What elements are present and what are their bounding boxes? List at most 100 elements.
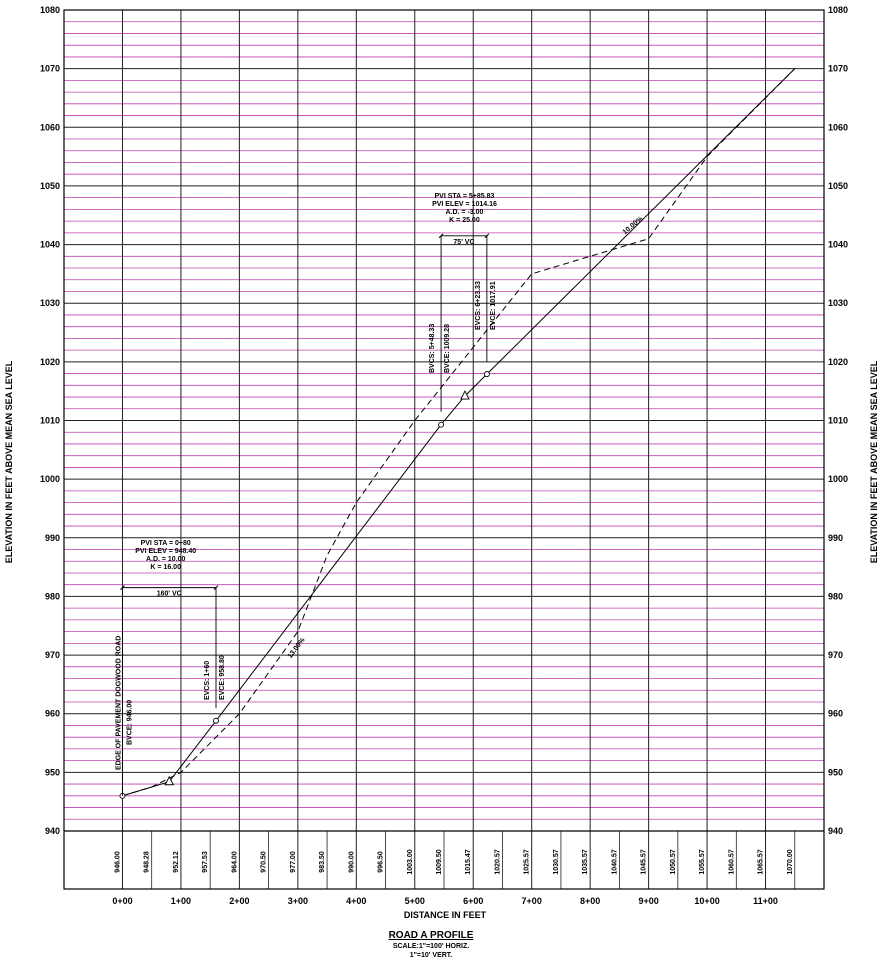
y-axis-right: 940 950 960 970 980 990 1000 1010 1020 1030 1040 10… bbox=[828, 5, 848, 836]
station-elevation-table: 946.00 948.28 952.12 957.53 964.00 970.50 977.… bbox=[114, 849, 793, 874]
y-tick-label: 1050 bbox=[40, 181, 60, 191]
vc-length-label: 160' VC bbox=[157, 591, 182, 598]
y-tick-label: 1030 bbox=[828, 298, 848, 308]
y-tick-label: 990 bbox=[45, 533, 60, 543]
station-elevation: 1040.57 bbox=[611, 849, 618, 874]
y-tick-label: 1050 bbox=[828, 181, 848, 191]
y-tick-label: 1020 bbox=[40, 357, 60, 367]
plot-border bbox=[64, 10, 824, 889]
y-tick-label: 960 bbox=[828, 709, 843, 719]
y-tick-label: 1010 bbox=[40, 416, 60, 426]
curve-station-label: BVCS: 5+48.33 bbox=[429, 324, 436, 373]
y-tick-label: 1060 bbox=[828, 122, 848, 132]
x-tick-label: 6+00 bbox=[463, 896, 483, 906]
y-tick-label: 1030 bbox=[40, 298, 60, 308]
x-tick-label: 1+00 bbox=[171, 896, 191, 906]
station-elevation: 1030.57 bbox=[553, 849, 560, 874]
x-tick-label: 8+00 bbox=[580, 896, 600, 906]
pvi-triangle-marker bbox=[461, 391, 469, 399]
pvi-annotation-line: PVI STA = 5+85.83 bbox=[434, 193, 494, 200]
station-elevation: 977.00 bbox=[290, 851, 297, 873]
station-elevation: 948.28 bbox=[144, 851, 151, 873]
curve-station-label: BVCE: 946.00 bbox=[126, 700, 133, 745]
pvi-annotation-line: PVI ELEV = 1014.16 bbox=[432, 201, 497, 208]
x-tick-label: 3+00 bbox=[288, 896, 308, 906]
curve-station-label: EVCS: 1+60 bbox=[204, 661, 211, 700]
station-elevation: 1003.00 bbox=[407, 849, 414, 874]
pvi-annotation-line: PVI ELEV = 948.40 bbox=[135, 548, 196, 555]
station-elevation: 1050.57 bbox=[670, 849, 677, 874]
y-tick-label: 950 bbox=[828, 767, 843, 777]
y-tick-label: 950 bbox=[45, 767, 60, 777]
y-axis-label-right: ELEVATION IN FEET ABOVE MEAN SEA LEVEL bbox=[869, 360, 879, 563]
pvi-annotation-line: K = 25.00 bbox=[449, 217, 480, 224]
y-tick-label: 1060 bbox=[40, 122, 60, 132]
station-elevation: 1035.57 bbox=[582, 849, 589, 874]
station-elevation: 946.00 bbox=[114, 851, 121, 873]
station-elevation: 996.50 bbox=[378, 851, 385, 873]
y-tick-label: 940 bbox=[828, 826, 843, 836]
x-tick-label: 2+00 bbox=[229, 896, 249, 906]
y-axis-left: 940 950 960 970 980 990 1000 1010 1020 1030 1040 10… bbox=[40, 5, 60, 836]
station-elevation: 983.50 bbox=[319, 851, 326, 873]
x-tick-label: 9+00 bbox=[638, 896, 658, 906]
x-tick-label: 0+00 bbox=[112, 896, 132, 906]
y-tick-label: 1000 bbox=[40, 474, 60, 484]
grade-label: 13.00% bbox=[287, 636, 307, 660]
scale-vertical: 1"=10' VERT. bbox=[410, 952, 453, 959]
curve-station-label: EDGE OF PAVEMENT DOGWOOD ROAD bbox=[115, 636, 122, 770]
x-tick-label: 11+00 bbox=[753, 896, 778, 906]
station-elevation: 1065.57 bbox=[758, 849, 765, 874]
y-tick-label: 970 bbox=[45, 650, 60, 660]
curve-point-marker bbox=[484, 372, 489, 377]
y-tick-label: 1010 bbox=[828, 416, 848, 426]
station-elevation: 990.00 bbox=[348, 851, 355, 873]
y-tick-label: 1040 bbox=[40, 240, 60, 250]
y-tick-label: 970 bbox=[828, 650, 843, 660]
y-tick-label: 1080 bbox=[828, 5, 848, 15]
y-axis-label-left: ELEVATION IN FEET ABOVE MEAN SEA LEVEL bbox=[4, 360, 14, 563]
station-elevation: 1045.57 bbox=[641, 849, 648, 874]
grid-lines bbox=[64, 10, 824, 889]
station-elevation: 1015.47 bbox=[465, 849, 472, 874]
station-elevation: 1070.00 bbox=[787, 849, 794, 874]
curve-station-label: EVCE: 958.80 bbox=[219, 655, 226, 700]
y-tick-label: 980 bbox=[828, 591, 843, 601]
station-elevation: 1055.57 bbox=[699, 849, 706, 874]
y-tick-label: 1070 bbox=[828, 64, 848, 74]
y-tick-label: 1040 bbox=[828, 240, 848, 250]
pvi-annotation-line: A.D. = -3.00 bbox=[445, 209, 483, 216]
y-tick-label: 1020 bbox=[828, 357, 848, 367]
station-elevation: 952.12 bbox=[173, 851, 180, 873]
pvi-annotation-line: PVI STA = 0+80 bbox=[141, 540, 191, 547]
pvi-annotation-line: A.D. = 10.00 bbox=[146, 556, 186, 563]
curve-point-marker bbox=[439, 422, 444, 427]
x-tick-label: 4+00 bbox=[346, 896, 366, 906]
vc-length-label: 75' VC bbox=[453, 239, 474, 246]
y-tick-label: 980 bbox=[45, 591, 60, 601]
station-elevation: 1020.57 bbox=[494, 849, 501, 874]
x-tick-label: 10+00 bbox=[694, 896, 719, 906]
station-elevation: 1025.57 bbox=[524, 849, 531, 874]
scale-horizontal: SCALE:1"=100' HORIZ. bbox=[393, 943, 469, 950]
station-elevation: 970.50 bbox=[261, 851, 268, 873]
x-axis-label: DISTANCE IN FEET bbox=[404, 910, 487, 920]
chart-title: ROAD A PROFILE bbox=[389, 930, 474, 941]
curve-station-label: EVCE: 1017.91 bbox=[490, 281, 497, 330]
pvi-annotation-line: K = 16.00 bbox=[150, 564, 181, 571]
x-tick-label: 7+00 bbox=[522, 896, 542, 906]
y-tick-label: 1080 bbox=[40, 5, 60, 15]
y-tick-label: 940 bbox=[45, 826, 60, 836]
station-elevation: 1009.50 bbox=[436, 849, 443, 874]
chart-frame bbox=[64, 10, 824, 889]
curve-point-marker bbox=[214, 718, 219, 723]
station-elevation: 1060.57 bbox=[728, 849, 735, 874]
x-tick-label: 5+00 bbox=[405, 896, 425, 906]
x-axis: 0+00 1+00 2+00 3+00 4+00 5+00 6+00 7+00 8+00 9+00… bbox=[112, 896, 778, 906]
station-elevation: 964.00 bbox=[231, 851, 238, 873]
station-elevation: 957.53 bbox=[202, 851, 209, 873]
y-tick-label: 1000 bbox=[828, 474, 848, 484]
